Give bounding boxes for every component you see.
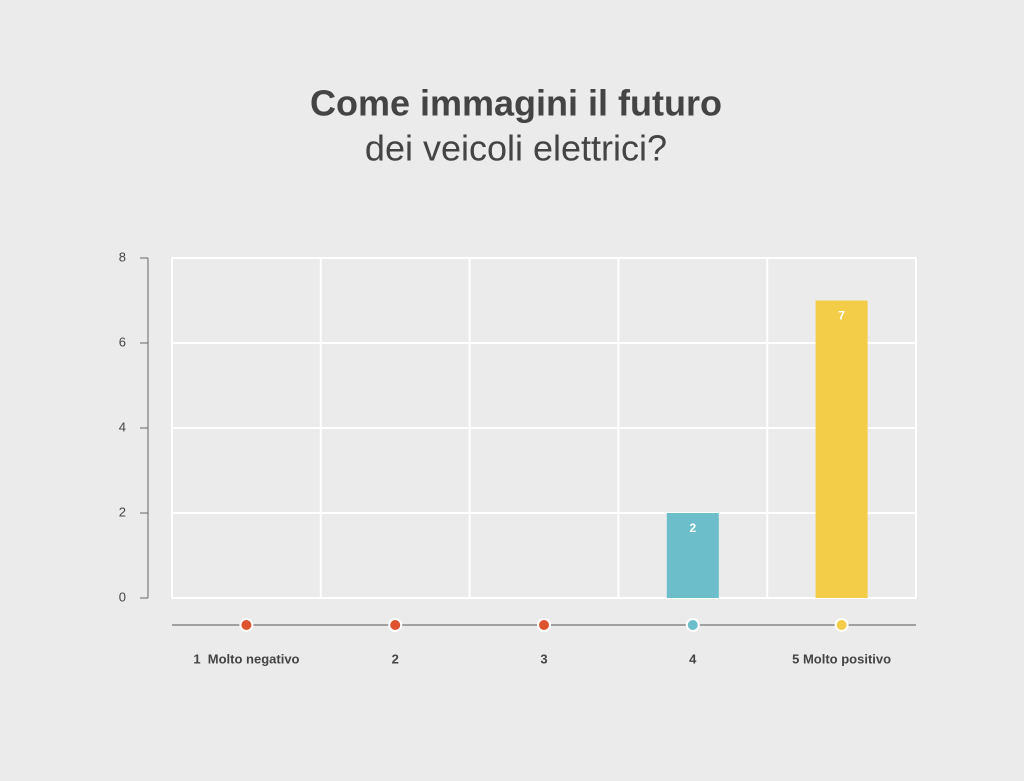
y-tick-label: 4 [119, 419, 126, 434]
chart-subtitle: dei veicoli elettrici? [365, 128, 667, 169]
data-label: 7 [838, 309, 845, 323]
bar [815, 300, 868, 598]
category-dot-inner [836, 620, 847, 630]
x-tick-label: 4 [689, 651, 697, 666]
category-dot-inner [241, 620, 252, 630]
y-tick-label: 2 [119, 504, 126, 519]
category-dot-inner [687, 620, 698, 630]
y-tick-label: 0 [119, 589, 126, 604]
x-tick-label: 1 Molto negativo [193, 651, 299, 666]
data-label: 2 [689, 521, 696, 535]
x-tick-label: 3 [540, 651, 547, 666]
category-dot-inner [390, 620, 401, 630]
bar [666, 513, 719, 598]
x-tick-label: 2 [392, 651, 399, 666]
y-tick-label: 8 [119, 249, 126, 264]
category-dot-inner [539, 620, 549, 630]
x-tick-label: 5 Molto positivo [792, 651, 891, 666]
y-tick-label: 6 [119, 334, 126, 349]
chart-title: Come immagini il futuro [310, 83, 722, 124]
